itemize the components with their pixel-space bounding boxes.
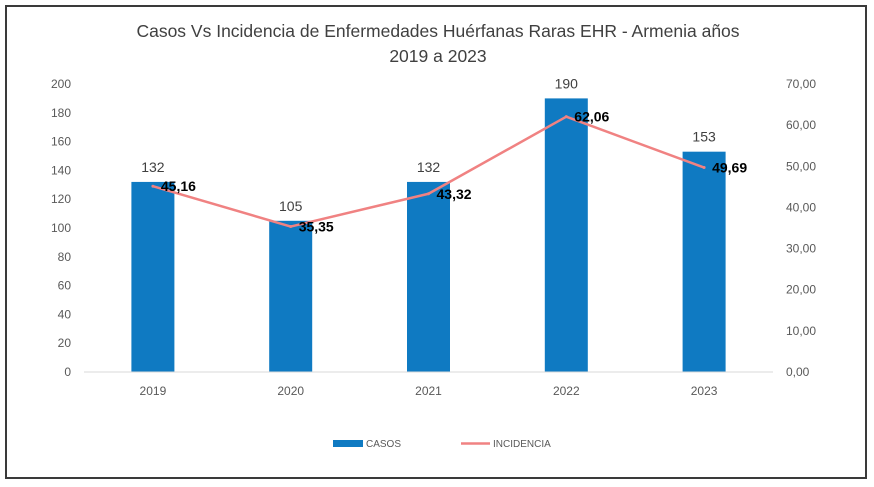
bar-data-label: 132 xyxy=(141,159,165,175)
plot-area: 0 20 40 60 80 100 120 140 160 180 200 0,00 10,00 20,0… xyxy=(51,75,816,398)
line-data-label: 62,06 xyxy=(574,109,609,125)
line-data-label: 45,16 xyxy=(161,178,196,194)
x-axis-tick-label: 2023 xyxy=(691,384,718,398)
bar-casos xyxy=(407,181,450,372)
x-axis-tick-label: 2021 xyxy=(415,384,442,398)
line-point-incidencia xyxy=(427,192,430,196)
left-axis-tick-label: 180 xyxy=(51,106,71,120)
left-axis-tick-label: 40 xyxy=(58,307,72,321)
line-data-label: 35,35 xyxy=(299,219,334,235)
bar-data-label: 153 xyxy=(692,129,716,145)
legend: CASOS INCIDENCIA xyxy=(333,439,551,450)
bar-data-label: 132 xyxy=(417,159,441,175)
legend-swatch-casos xyxy=(333,440,363,447)
legend-label-casos: CASOS xyxy=(366,439,401,450)
bar-casos xyxy=(544,98,588,373)
right-axis-tick-label: 30,00 xyxy=(786,242,816,256)
chart-title-line1: Casos Vs Incidencia de Enfermedades Huér… xyxy=(136,21,739,41)
right-axis-tick-label: 0,00 xyxy=(786,365,810,379)
left-axis-tick-label: 160 xyxy=(51,135,71,149)
left-axis-tick-label: 140 xyxy=(51,163,71,177)
right-axis-tick-label: 40,00 xyxy=(786,200,816,214)
left-axis-tick-label: 200 xyxy=(51,77,71,91)
line-point-incidencia xyxy=(564,115,568,119)
right-axis-tick-label: 20,00 xyxy=(786,283,816,297)
bar-data-label: 190 xyxy=(555,75,579,91)
left-axis-tick-label: 120 xyxy=(51,192,71,206)
line-point-incidencia xyxy=(702,166,706,170)
line-point-incidencia xyxy=(151,184,155,188)
x-axis-tick-label: 2020 xyxy=(277,384,304,398)
right-axis-tick-label: 70,00 xyxy=(786,77,816,91)
right-axis-tick-label: 60,00 xyxy=(786,118,816,132)
bar-casos xyxy=(682,151,726,372)
left-axis-tick-label: 60 xyxy=(58,279,72,293)
bar-casos xyxy=(269,220,313,372)
line-data-label: 43,32 xyxy=(437,186,472,202)
left-axis-tick-label: 0 xyxy=(64,365,71,379)
right-axis-tick-label: 50,00 xyxy=(786,159,816,173)
x-axis-tick-label: 2019 xyxy=(140,384,167,398)
left-axis-tick-label: 100 xyxy=(51,221,71,235)
left-axis-tick-label: 80 xyxy=(58,250,72,264)
chart-title-line2: 2019 a 2023 xyxy=(389,46,486,66)
line-data-label: 49,69 xyxy=(712,160,747,176)
right-axis-tick-label: 10,00 xyxy=(786,324,816,338)
legend-label-incidencia: INCIDENCIA xyxy=(493,439,551,450)
x-axis-tick-label: 2022 xyxy=(553,384,580,398)
bar-data-label: 105 xyxy=(279,198,303,214)
left-axis-tick-label: 20 xyxy=(58,336,72,350)
line-point-incidencia xyxy=(289,225,293,229)
bar-casos xyxy=(131,181,175,372)
